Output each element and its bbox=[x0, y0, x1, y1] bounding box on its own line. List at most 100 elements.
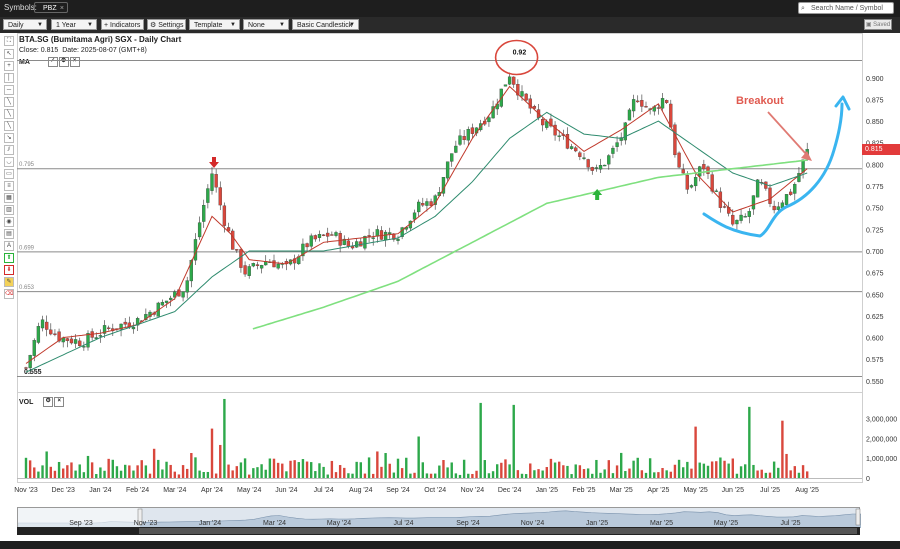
rectangle-icon[interactable]: ▭ bbox=[4, 169, 14, 179]
candle-body bbox=[499, 88, 503, 107]
price-tick-label: 0.725 bbox=[866, 227, 884, 234]
x-tick-label: Jun '24 bbox=[275, 487, 297, 494]
arrow-up-icon[interactable]: ⬆ bbox=[4, 253, 14, 263]
volume-bar bbox=[595, 459, 598, 478]
candle-body bbox=[127, 322, 131, 328]
gear-icon[interactable]: ⚙ bbox=[58, 57, 69, 67]
scrollbar-thumb[interactable] bbox=[139, 528, 857, 534]
candle-body bbox=[619, 137, 623, 141]
candle-body bbox=[350, 245, 355, 249]
volume-bar bbox=[24, 457, 28, 478]
candle-body bbox=[425, 201, 429, 206]
volume-bar bbox=[648, 458, 652, 478]
ray-line-icon[interactable]: ╲ bbox=[4, 109, 14, 119]
indicators-button[interactable]: + Indicators bbox=[101, 19, 144, 30]
close-icon[interactable]: × bbox=[59, 5, 64, 12]
candle-body bbox=[636, 100, 640, 103]
candle-body bbox=[689, 185, 694, 188]
candle-body bbox=[359, 241, 363, 247]
candle-body bbox=[251, 263, 255, 267]
search-input[interactable]: ⌕ Search Name / Symbol bbox=[798, 2, 894, 14]
compare-select[interactable]: None ▼ bbox=[243, 19, 289, 30]
gear-icon[interactable]: ⚙ bbox=[43, 397, 54, 407]
candle-body bbox=[681, 169, 685, 174]
fullscreen-icon[interactable]: ⛶ bbox=[4, 36, 14, 46]
crosshair-icon[interactable]: + bbox=[4, 61, 14, 71]
close-icon[interactable]: × bbox=[69, 57, 80, 67]
symbol-tab[interactable]: PBZ × bbox=[34, 2, 68, 13]
text-icon[interactable]: A bbox=[4, 241, 14, 251]
horizontal-line-icon[interactable]: ─ bbox=[4, 85, 14, 95]
candle-body bbox=[268, 261, 272, 263]
interval-select[interactable]: Daily ▼ bbox=[3, 19, 47, 30]
eraser-icon[interactable]: ⌫ bbox=[4, 289, 14, 299]
price-tick-label: 0.875 bbox=[866, 97, 884, 104]
volume-bar bbox=[458, 474, 462, 478]
volume-bar bbox=[673, 464, 677, 478]
grid-icon[interactable]: ▤ bbox=[4, 229, 14, 239]
volume-bar bbox=[462, 459, 466, 478]
trend-line-icon[interactable]: ╲ bbox=[4, 97, 14, 107]
symbols-label: Symbols: bbox=[4, 3, 37, 12]
candle-body bbox=[660, 98, 665, 109]
fibonacci-icon[interactable]: ≡ bbox=[4, 181, 14, 191]
cursor-icon[interactable]: ↖ bbox=[4, 49, 14, 59]
volume-bar bbox=[710, 461, 714, 478]
search-placeholder: Search Name / Symbol bbox=[811, 5, 883, 12]
checkbox-icon[interactable]: ✓ bbox=[47, 57, 58, 67]
volume-bar bbox=[281, 463, 284, 478]
volume-tick-label: 1,000,000 bbox=[866, 456, 897, 463]
candle-body bbox=[685, 174, 689, 190]
candle-body bbox=[82, 346, 86, 348]
volume-bar bbox=[90, 462, 94, 478]
ma-line bbox=[252, 159, 808, 330]
plus-icon: + bbox=[104, 22, 111, 29]
volume-bar bbox=[53, 470, 57, 478]
volume-bar bbox=[351, 473, 354, 478]
chart-toolbar: Daily ▼ 1 Year ▼ + Indicators ⚙ Settings T… bbox=[0, 17, 900, 33]
candle-body bbox=[747, 211, 751, 217]
pitchfork-icon[interactable]: ▥ bbox=[4, 205, 14, 215]
volume-bar bbox=[343, 467, 346, 478]
gann-fan-icon[interactable]: ▦ bbox=[4, 193, 14, 203]
candle-body bbox=[148, 311, 152, 317]
chart-type-select[interactable]: Basic Candlestick ▼ bbox=[292, 19, 359, 30]
navigator[interactable]: Sep '23 Nov '23 Jan '24 Mar '24 May '24 Jul '… bbox=[17, 507, 861, 528]
highlighter-icon[interactable]: ✎ bbox=[4, 277, 14, 287]
candle-body bbox=[603, 164, 607, 167]
vertical-line-icon[interactable]: │ bbox=[4, 73, 14, 83]
navigator-tick-label: Sep '24 bbox=[456, 520, 480, 527]
ma-line bbox=[25, 85, 808, 364]
candle-body bbox=[40, 319, 45, 329]
parallel-channel-icon[interactable]: ⫽ bbox=[4, 145, 14, 155]
volume-bar bbox=[471, 473, 474, 478]
candle-body bbox=[301, 243, 305, 257]
volume-bars bbox=[17, 398, 862, 479]
arrow-line-icon[interactable]: ↘ bbox=[4, 133, 14, 143]
extended-line-icon[interactable]: ╲ bbox=[4, 121, 14, 131]
volume-bar bbox=[628, 468, 631, 478]
x-tick-label: Jan '25 bbox=[536, 487, 558, 494]
volume-bar bbox=[78, 464, 81, 478]
volume-bar bbox=[529, 463, 532, 478]
candle-body bbox=[140, 320, 144, 322]
template-select[interactable]: Template ▼ bbox=[189, 19, 240, 30]
arc-icon[interactable]: ◡ bbox=[4, 157, 14, 167]
settings-button[interactable]: ⚙ Settings bbox=[147, 19, 186, 30]
close-icon[interactable]: × bbox=[54, 397, 65, 407]
arrow-down-icon[interactable]: ⬇ bbox=[4, 265, 14, 275]
range-select[interactable]: 1 Year ▼ bbox=[51, 19, 97, 30]
volume-bar bbox=[223, 398, 226, 478]
volume-bar bbox=[735, 473, 739, 478]
circle-icon[interactable]: ◉ bbox=[4, 217, 14, 227]
navigator-scrollbar[interactable] bbox=[17, 527, 860, 535]
volume-bar bbox=[144, 465, 148, 478]
chart-title: BTA.SG (Bumitama Agri) SGX - Daily Chart bbox=[19, 35, 182, 44]
candle-body bbox=[648, 108, 652, 110]
candle-body bbox=[383, 231, 388, 241]
saved-button[interactable]: ▣ Saved bbox=[864, 19, 892, 30]
x-tick-label: Dec '23 bbox=[51, 487, 75, 494]
volume-bar bbox=[438, 465, 441, 478]
candle-body bbox=[735, 219, 739, 225]
